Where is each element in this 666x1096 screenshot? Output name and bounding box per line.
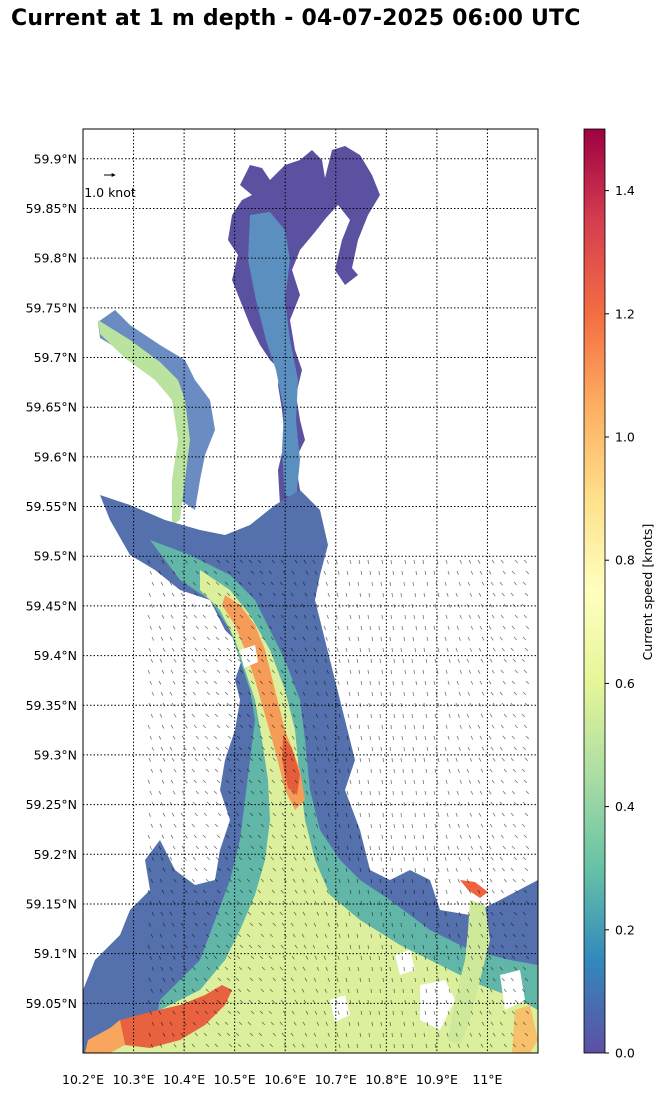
colorbar-tick-label: 1.0 — [615, 430, 635, 445]
map-area[interactable] — [83, 129, 538, 1053]
lon-tick-label: 10.4°E — [163, 1072, 205, 1087]
current-vectors — [147, 559, 530, 1049]
lat-tick-label: 59.8°N — [34, 251, 77, 266]
lat-tick-label: 59.45°N — [26, 598, 77, 613]
colorbar-tick-label: 0.4 — [615, 799, 635, 814]
lat-tick-label: 59.35°N — [26, 698, 77, 713]
reference-arrow-label: 1.0 knot — [84, 185, 136, 200]
lat-tick-label: 59.65°N — [26, 400, 77, 415]
lat-tick-label: 59.75°N — [26, 300, 77, 315]
colorbar-tick-label: 0.2 — [615, 922, 635, 937]
lat-tick-label: 59.6°N — [34, 449, 77, 464]
water-nw-branch-jet — [98, 320, 190, 525]
water-south-jet-orange — [85, 1020, 125, 1053]
latitude-labels: 59.9°N 59.85°N 59.8°N 59.75°N 59.7°N 59.65°N 5… — [26, 151, 77, 1011]
colorbar-tick-label: 1.4 — [615, 183, 635, 198]
water-middle-basin — [83, 490, 538, 1053]
colorbar-tick-label: 0.8 — [615, 553, 635, 568]
lat-tick-label: 59.5°N — [34, 549, 77, 564]
lat-tick-label: 59.4°N — [34, 648, 77, 663]
lat-tick-label: 59.7°N — [34, 350, 77, 365]
lon-tick-label: 10.2°E — [62, 1072, 104, 1087]
lat-tick-label: 59.25°N — [26, 797, 77, 812]
lon-tick-label: 10.8°E — [365, 1072, 407, 1087]
water-north-channel — [248, 212, 300, 500]
longitude-labels: 10.2°E 10.3°E 10.4°E 10.5°E 10.6°E 10.7°E 10.8… — [62, 1072, 503, 1087]
lon-tick-label: 10.6°E — [264, 1072, 306, 1087]
lon-tick-label: 10.9°E — [416, 1072, 458, 1087]
lat-tick-label: 59.55°N — [26, 499, 77, 514]
vector-field — [147, 559, 530, 1049]
lat-tick-label: 59.05°N — [26, 996, 77, 1011]
lat-tick-label: 59.15°N — [26, 896, 77, 911]
colorbar-ticks: 0.0 0.2 0.4 0.6 0.8 1.0 1.2 1.4 — [605, 183, 635, 1061]
lon-tick-label: 10.3°E — [113, 1072, 155, 1087]
water-se-channel — [512, 1005, 538, 1053]
lon-tick-label: 11°E — [472, 1072, 502, 1087]
colorbar-tick-label: 1.2 — [615, 306, 635, 321]
lon-tick-label: 10.7°E — [315, 1072, 357, 1087]
water-east-channel — [448, 900, 490, 1045]
lat-tick-label: 59.1°N — [34, 946, 77, 961]
water-east-jet — [460, 880, 488, 898]
colorbar-label: Current speed [knots] — [640, 524, 655, 661]
grid — [83, 129, 538, 1053]
water-main-jet-red — [282, 735, 300, 795]
colorbar-tick-label: 0.6 — [615, 676, 635, 691]
lat-tick-label: 59.9°N — [34, 151, 77, 166]
map-frame — [82, 128, 539, 1054]
lat-tick-label: 59.2°N — [34, 847, 77, 862]
colorbar — [583, 128, 606, 1054]
lat-tick-label: 59.85°N — [26, 201, 77, 216]
map-title: Current at 1 m depth - 04-07-2025 06:00 … — [11, 6, 581, 31]
lon-tick-label: 10.5°E — [214, 1072, 256, 1087]
colorbar-tick-label: 0.0 — [615, 1046, 635, 1061]
lat-tick-label: 59.3°N — [34, 747, 77, 762]
